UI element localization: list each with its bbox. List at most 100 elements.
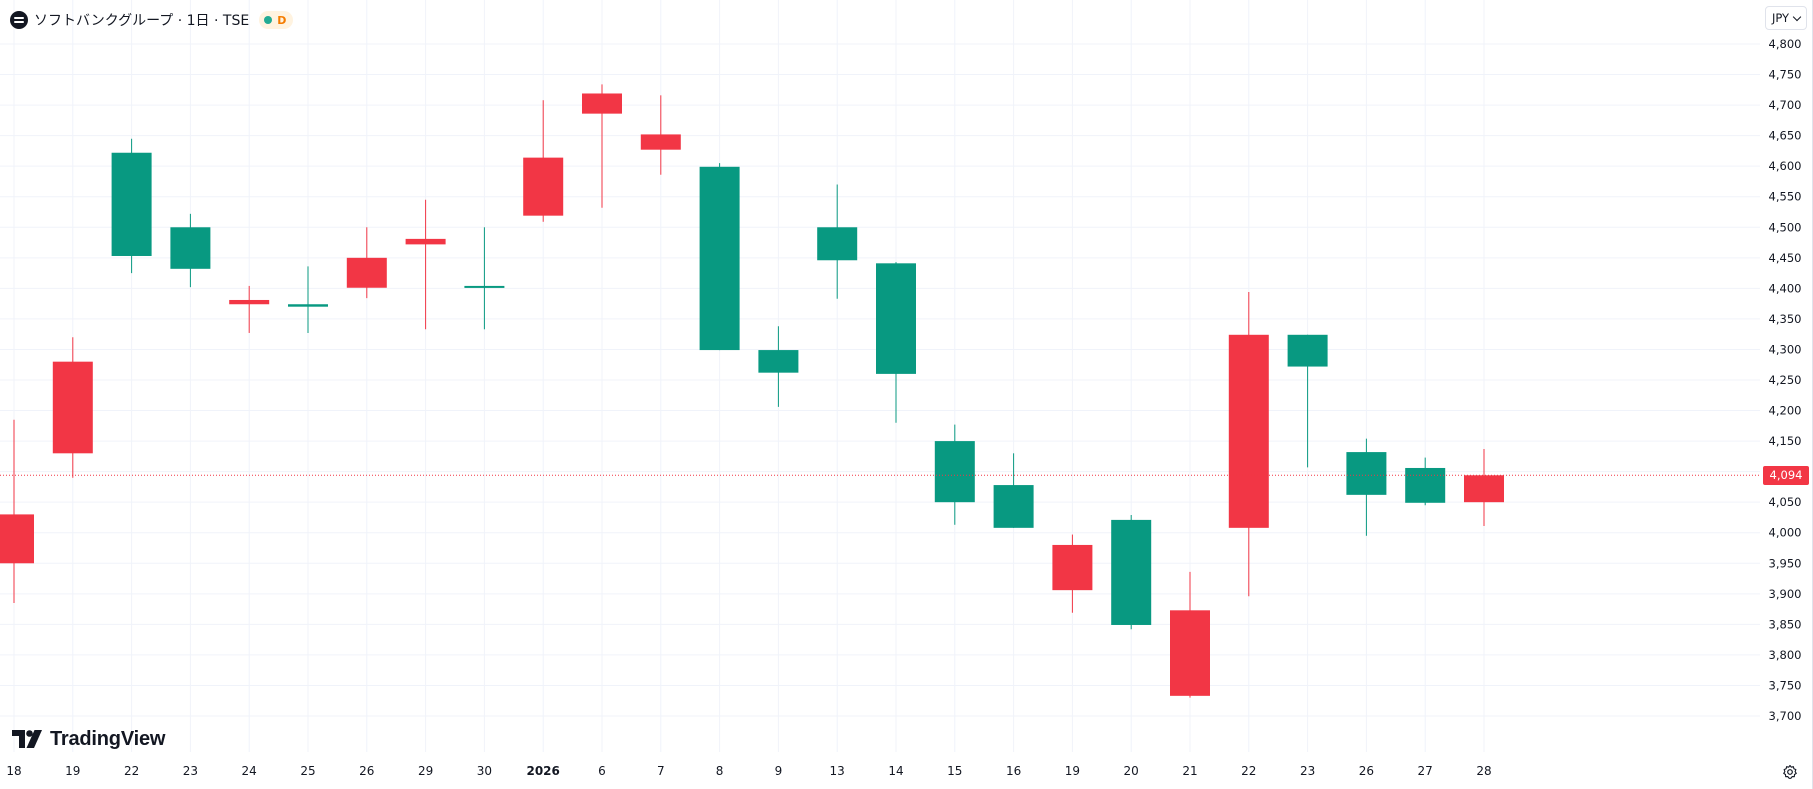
price-tick-label: 4,750: [1769, 68, 1802, 82]
time-tick-label: 19: [65, 764, 80, 778]
candle: [464, 227, 505, 330]
time-tick-label: 7: [657, 764, 665, 778]
candle: [876, 262, 916, 423]
candle-body: [464, 285, 505, 288]
candle-body: [1052, 544, 1093, 591]
candle-body: [934, 441, 975, 503]
price-tick-label: 4,500: [1769, 220, 1802, 234]
price-tick-label: 4,250: [1769, 373, 1802, 387]
time-tick-label: 28: [1476, 764, 1491, 778]
price-axis[interactable]: 3,700 3,750 3,800 3,850 3,900 3,950 4,000 4,050…: [1769, 37, 1802, 723]
candle: [346, 227, 387, 299]
candle: [0, 419, 34, 603]
currency-label: JPY: [1771, 11, 1790, 25]
time-tick-label: 23: [1300, 764, 1315, 778]
candle-body: [405, 238, 446, 245]
candle-body: [758, 350, 799, 373]
grid: [0, 0, 1760, 752]
time-tick-label: 18: [6, 764, 21, 778]
gear-icon: [1783, 764, 1797, 779]
candle-body: [1170, 610, 1210, 696]
symbol-legend[interactable]: ソフトバンクグループ · 1日 · TSE D: [10, 9, 294, 31]
time-tick-label: 29: [418, 764, 433, 778]
candle: [52, 337, 93, 478]
price-tick-label: 4,300: [1769, 342, 1802, 356]
chart-settings-button[interactable]: [1780, 762, 1800, 782]
candles: [0, 84, 1760, 698]
price-tick-label: 3,950: [1769, 556, 1802, 570]
time-tick-label: 25: [300, 764, 315, 778]
candle-body: [170, 227, 211, 269]
candle: [993, 453, 1034, 528]
time-tick-label: 13: [830, 764, 845, 778]
candle-body: [1228, 334, 1269, 528]
symbol-title[interactable]: ソフトバンクグループ · 1日 · TSE: [34, 13, 250, 29]
last-price-label: 4,094: [1763, 465, 1809, 485]
candle: [1405, 457, 1446, 506]
price-tick-label: 4,150: [1769, 434, 1802, 448]
candle: [170, 213, 211, 288]
time-tick-label: 2026: [526, 764, 559, 778]
time-tick-label: 26: [359, 764, 374, 778]
market-status-badge[interactable]: D: [259, 11, 294, 29]
candle: [758, 326, 799, 407]
currency-button[interactable]: JPY: [1765, 6, 1807, 30]
candle-body: [582, 93, 622, 114]
candle-body: [817, 227, 858, 261]
candle-body: [640, 134, 681, 150]
time-tick-label: 6: [598, 764, 606, 778]
price-tick-label: 3,800: [1769, 648, 1802, 662]
price-tick-label: 4,050: [1769, 495, 1802, 509]
time-tick-label: 20: [1124, 764, 1139, 778]
candle-body: [1287, 334, 1328, 367]
candle: [699, 163, 740, 351]
candle: [1287, 334, 1328, 468]
candle: [1228, 292, 1269, 597]
time-tick-label: 27: [1418, 764, 1433, 778]
price-tick-label: 4,450: [1769, 251, 1802, 265]
candle: [523, 100, 564, 222]
candle: [817, 184, 858, 299]
price-tick-label: 4,650: [1769, 129, 1802, 143]
time-tick-label: 9: [775, 764, 783, 778]
candle-body: [229, 299, 270, 305]
candle-body: [0, 514, 34, 564]
candle-body: [111, 152, 152, 256]
time-tick-label: 30: [477, 764, 492, 778]
time-tick-label: 14: [888, 764, 903, 778]
candle: [111, 138, 152, 274]
candle-body: [699, 166, 740, 351]
price-tick-label: 3,700: [1769, 709, 1802, 723]
candle-body: [876, 263, 916, 374]
time-tick-label: 19: [1065, 764, 1080, 778]
price-tick-label: 4,000: [1769, 526, 1802, 540]
candle: [1346, 438, 1387, 536]
price-tick-label: 4,550: [1769, 190, 1802, 204]
time-axis[interactable]: 18 19 22 23 24 25 26 29 30 2026 6 7 8 9 13 14 15 16 19 20 21…: [6, 764, 1491, 778]
candle-body: [346, 257, 387, 288]
candle: [1170, 571, 1210, 698]
tradingview-logo[interactable]: TradingView: [12, 727, 165, 751]
time-tick-label: 16: [1006, 764, 1021, 778]
price-tick-label: 4,200: [1769, 404, 1802, 418]
price-tick-label: 3,850: [1769, 617, 1802, 631]
candle: [405, 199, 446, 330]
candle: [640, 95, 681, 175]
time-tick-label: 15: [947, 764, 962, 778]
candle: [1111, 515, 1152, 630]
candle: [288, 266, 328, 333]
candle-body: [1346, 452, 1387, 495]
candle: [229, 285, 270, 333]
candle: [1052, 534, 1093, 613]
time-tick-label: 26: [1359, 764, 1374, 778]
time-tick-label: 21: [1182, 764, 1197, 778]
time-tick-label: 22: [124, 764, 139, 778]
price-tick-label: 3,900: [1769, 587, 1802, 601]
time-tick-label: 23: [183, 764, 198, 778]
time-tick-label: 22: [1241, 764, 1256, 778]
candle-body: [1405, 467, 1446, 503]
price-tick-label: 3,750: [1769, 678, 1802, 692]
time-tick-label: 24: [242, 764, 257, 778]
